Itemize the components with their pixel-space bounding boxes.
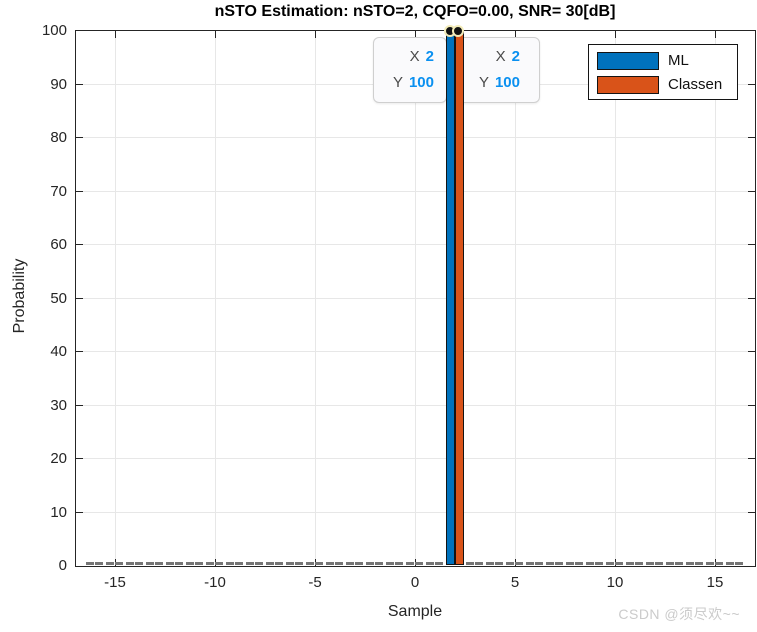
datatip-x-label: X [495, 48, 506, 65]
y-tick-label: 50 [50, 289, 67, 307]
y-tick-mark-right [748, 83, 755, 85]
legend-label-ml: ML [668, 52, 689, 69]
x-tick-mark-top [215, 31, 216, 38]
datatip-x-value: 2 [425, 48, 434, 65]
y-tick-mark-right [748, 30, 755, 31]
y-tick-label: 80 [50, 129, 67, 146]
y-tick-label: 100 [41, 22, 67, 39]
x-gridline [415, 31, 416, 566]
datatip-y-value: 100 [408, 74, 434, 91]
legend-swatch-classen [597, 75, 659, 94]
y-tick-mark [76, 404, 83, 406]
datatip-y-row: Y 100 [453, 70, 520, 96]
legend-label-classen: Classen [668, 76, 723, 93]
y-tick-mark [76, 297, 83, 299]
x-gridline [315, 31, 316, 566]
y-tick-mark [76, 83, 83, 85]
y-tick-mark [76, 511, 83, 513]
datatip-y-value: 100 [494, 74, 520, 91]
x-gridline [215, 31, 216, 566]
bar-classen[interactable] [455, 30, 464, 565]
plot-area[interactable] [75, 30, 756, 567]
x-tick-label: 0 [410, 574, 420, 591]
y-tick-mark-right [748, 244, 755, 245]
y-gridline [76, 404, 755, 406]
x-tick-mark-top [115, 31, 116, 38]
y-gridline [76, 244, 755, 245]
datatip-marker-classen[interactable] [452, 25, 464, 37]
x-tick-mark-top [315, 31, 316, 38]
y-gridline [76, 458, 755, 459]
y-tick-mark-right [748, 404, 755, 406]
x-tick-label: 10 [606, 574, 624, 591]
y-tick-mark-right [748, 351, 755, 352]
legend-item-classen[interactable]: Classen [597, 75, 723, 94]
x-tick-label: -10 [204, 574, 226, 591]
x-tick-label: -5 [308, 574, 322, 591]
y-tick-mark [76, 137, 83, 138]
y-tick-mark-right [748, 511, 755, 513]
zero-height-bars-dashes [86, 562, 744, 565]
x-tick-label: 5 [510, 574, 520, 591]
y-tick-mark [76, 351, 83, 352]
y-tick-mark-right [748, 137, 755, 138]
y-tick-mark [76, 458, 83, 459]
y-tick-label: 40 [50, 343, 67, 360]
chart-title: nSTO Estimation: nSTO=2, CQFO=0.00, SNR=… [214, 3, 616, 20]
y-tick-mark-right [748, 458, 755, 459]
y-tick-label: 20 [50, 450, 67, 467]
x-tick-label: 15 [706, 574, 724, 591]
x-tick-mark-top [615, 31, 616, 38]
y-gridline [76, 511, 755, 513]
y-gridline [76, 137, 755, 138]
y-gridline [76, 190, 755, 192]
legend[interactable]: ML Classen [588, 44, 738, 100]
y-gridline [76, 351, 755, 352]
x-tick-mark-top [415, 31, 416, 38]
x-tick-mark-top [515, 31, 516, 38]
x-gridline [515, 31, 516, 566]
y-tick-mark [76, 190, 83, 192]
datatip-y-label: Y [392, 74, 403, 91]
x-axis-label: Sample [387, 603, 443, 620]
datatip-x-value: 2 [511, 48, 520, 65]
y-tick-mark [76, 30, 83, 31]
y-tick-label: 70 [50, 182, 67, 200]
watermark: CSDN @须尽欢~~ [618, 606, 740, 622]
y-tick-label: 30 [50, 396, 67, 414]
x-gridline [115, 31, 116, 566]
x-tick-mark-top [715, 31, 716, 38]
y-tick-label: 0 [58, 557, 67, 574]
x-tick-label: -15 [104, 574, 126, 591]
y-tick-label: 60 [50, 236, 67, 253]
bar-ml[interactable] [446, 30, 455, 565]
datatip-y-row: Y 100 [374, 70, 434, 96]
legend-swatch-ml [597, 51, 659, 70]
datatip-y-label: Y [478, 74, 489, 91]
x-gridline [615, 31, 616, 566]
y-tick-mark-right [748, 190, 755, 192]
datatip-x-label: X [409, 48, 420, 65]
y-tick-label: 90 [50, 75, 67, 93]
legend-item-ml[interactable]: ML [597, 51, 689, 70]
y-tick-label: 10 [50, 503, 67, 521]
x-gridline [715, 31, 716, 566]
y-tick-mark-right [748, 297, 755, 299]
y-gridline [76, 297, 755, 299]
y-tick-mark [76, 244, 83, 245]
